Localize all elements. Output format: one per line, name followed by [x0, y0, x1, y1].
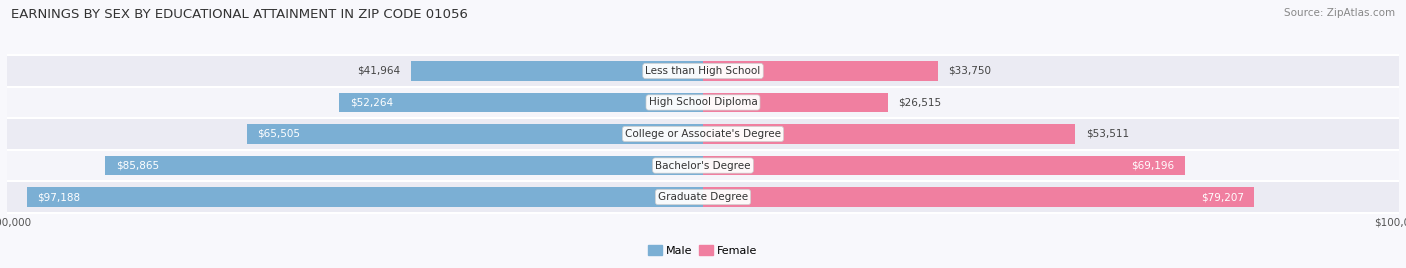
Text: $53,511: $53,511	[1085, 129, 1129, 139]
Text: $69,196: $69,196	[1130, 161, 1174, 170]
Text: $41,964: $41,964	[357, 66, 401, 76]
Bar	[703, 156, 1185, 175]
Bar	[411, 61, 703, 81]
Bar	[7, 55, 1399, 87]
Bar	[27, 187, 703, 207]
Bar	[105, 156, 703, 175]
Bar	[703, 187, 1254, 207]
Text: $33,750: $33,750	[948, 66, 991, 76]
Legend: Male, Female: Male, Female	[644, 241, 762, 260]
Bar	[7, 118, 1399, 150]
Text: $79,207: $79,207	[1201, 192, 1244, 202]
Text: Less than High School: Less than High School	[645, 66, 761, 76]
Bar	[7, 87, 1399, 118]
Bar	[247, 124, 703, 144]
Text: High School Diploma: High School Diploma	[648, 98, 758, 107]
Bar	[339, 93, 703, 112]
Bar	[703, 93, 887, 112]
Bar	[703, 61, 938, 81]
Text: Bachelor's Degree: Bachelor's Degree	[655, 161, 751, 170]
Text: $65,505: $65,505	[257, 129, 301, 139]
Text: $85,865: $85,865	[115, 161, 159, 170]
Text: EARNINGS BY SEX BY EDUCATIONAL ATTAINMENT IN ZIP CODE 01056: EARNINGS BY SEX BY EDUCATIONAL ATTAINMEN…	[11, 8, 468, 21]
Text: College or Associate's Degree: College or Associate's Degree	[626, 129, 780, 139]
Bar	[7, 181, 1399, 213]
Text: Source: ZipAtlas.com: Source: ZipAtlas.com	[1284, 8, 1395, 18]
Text: $52,264: $52,264	[350, 98, 392, 107]
Bar	[703, 124, 1076, 144]
Bar	[7, 150, 1399, 181]
Text: Graduate Degree: Graduate Degree	[658, 192, 748, 202]
Text: $97,188: $97,188	[37, 192, 80, 202]
Text: $26,515: $26,515	[898, 98, 941, 107]
